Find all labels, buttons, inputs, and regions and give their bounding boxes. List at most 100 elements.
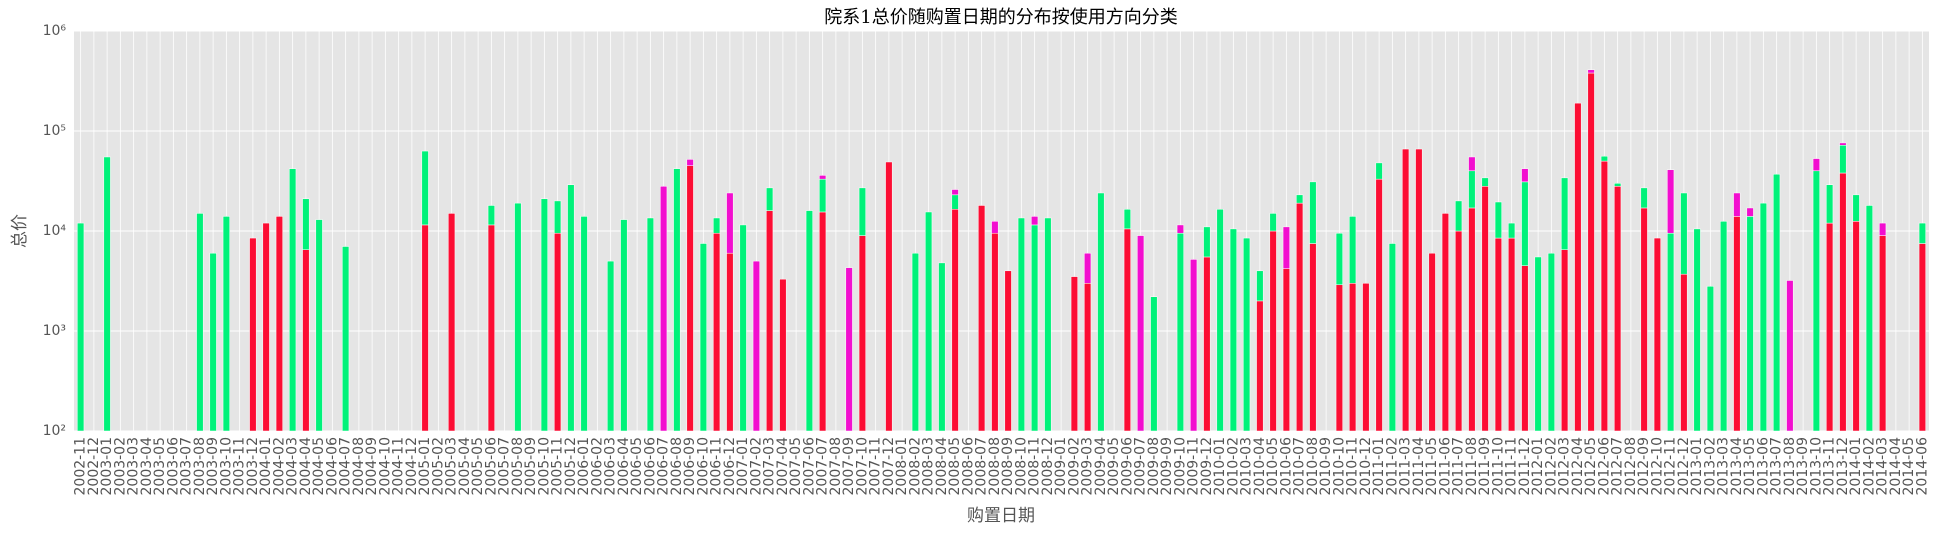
- bar-segment: [1746, 207, 1754, 217]
- x-tick-label: 2004-06: [324, 437, 340, 496]
- bar-segment: [289, 168, 297, 432]
- bar-segment: [1309, 181, 1317, 244]
- x-tick-label: 2007-06: [801, 437, 817, 496]
- x-tick-label: 2005-06: [483, 437, 499, 496]
- x-tick-label: 2003-07: [179, 437, 195, 496]
- bar-segment: [1428, 252, 1436, 432]
- x-tick-label: 2013-11: [1822, 437, 1838, 496]
- bar-segment: [991, 221, 999, 234]
- x-tick-label: 2003-08: [192, 437, 208, 496]
- bar-segment: [1879, 235, 1887, 432]
- bar-segment: [1680, 273, 1688, 432]
- bar-segment: [554, 200, 562, 234]
- bar-segment: [1693, 228, 1701, 432]
- x-tick-label: 2012-10: [1649, 437, 1665, 496]
- bar-segment: [1826, 184, 1834, 224]
- bar-segment: [1203, 226, 1211, 258]
- x-tick-label: 2004-04: [298, 437, 314, 496]
- bar-segment: [1733, 192, 1741, 217]
- bar-segment: [1309, 243, 1317, 432]
- x-tick-label: 2012-01: [1530, 437, 1546, 496]
- x-tick-label: 2008-09: [1000, 437, 1016, 496]
- bar-segment: [1494, 201, 1502, 239]
- bar-segment: [1587, 69, 1595, 74]
- bar-segment: [1481, 186, 1489, 432]
- x-tick-label: 2004-01: [258, 437, 274, 496]
- bar-segment: [1879, 222, 1887, 236]
- bar-segment: [766, 210, 774, 432]
- x-tick-label: 2005-10: [536, 437, 552, 496]
- x-tick-label: 2010-02: [1225, 437, 1241, 496]
- bar-segment: [567, 184, 575, 432]
- bar-segment: [1349, 283, 1357, 432]
- bar-segment: [1243, 237, 1251, 432]
- x-tick-label: 2010-11: [1345, 437, 1361, 496]
- bar-segment: [713, 232, 721, 432]
- x-tick-label: 2009-04: [1093, 437, 1109, 496]
- bar-segment: [1031, 216, 1039, 226]
- x-tick-label: 2011-04: [1411, 437, 1427, 496]
- bar-segment: [620, 219, 628, 432]
- bar-segment: [1269, 213, 1277, 232]
- x-tick-label: 2006-11: [709, 437, 725, 496]
- x-tick-label: 2012-03: [1557, 437, 1573, 496]
- bar-segment: [1561, 249, 1569, 432]
- bar-segment: [342, 246, 350, 432]
- bar-segment: [1441, 213, 1449, 432]
- x-tick-label: 2004-03: [285, 437, 301, 496]
- bar-segment: [1084, 283, 1092, 432]
- bar-segment: [1256, 300, 1264, 432]
- bar-segment: [580, 216, 588, 432]
- bar-segment: [1812, 170, 1820, 432]
- bar-segment: [1918, 243, 1926, 432]
- bar-segment: [554, 232, 562, 432]
- bar-segment: [739, 224, 747, 432]
- bar-segment: [421, 150, 429, 226]
- bar-segment: [1587, 72, 1595, 432]
- x-tick-label: 2013-04: [1729, 437, 1745, 496]
- bar-segment: [514, 202, 522, 432]
- x-tick-label: 2006-10: [695, 437, 711, 496]
- x-tick-label: 2007-05: [788, 437, 804, 496]
- bar-segment: [1534, 256, 1542, 432]
- x-tick-label: 2006-01: [576, 437, 592, 496]
- bar-segment: [1203, 256, 1211, 432]
- x-tick-label: 2010-10: [1331, 437, 1347, 496]
- x-tick-label: 2006-02: [589, 437, 605, 496]
- x-tick-label: 2010-08: [1305, 437, 1321, 496]
- bar-segment: [1508, 237, 1516, 432]
- bar-segment: [1706, 286, 1714, 432]
- x-tick-label: 2013-06: [1755, 437, 1771, 496]
- x-tick-label: 2009-01: [1053, 437, 1069, 496]
- x-tick-label: 2006-03: [603, 437, 619, 496]
- x-tick-label: 2003-12: [245, 437, 261, 496]
- bar-segment: [448, 213, 456, 432]
- bar-segment: [1123, 228, 1131, 432]
- bar-segment: [951, 194, 959, 210]
- bar-segment: [1680, 192, 1688, 275]
- bar-segment: [262, 222, 270, 432]
- bar-segment: [1415, 148, 1423, 432]
- x-tick-label: 2008-03: [921, 437, 937, 496]
- x-tick-label: 2007-04: [775, 437, 791, 496]
- x-tick-label: 2012-06: [1596, 437, 1612, 496]
- x-tick-label: 2011-01: [1371, 437, 1387, 496]
- x-tick-label: 2011-12: [1517, 437, 1533, 496]
- x-tick-label: 2008-02: [907, 437, 923, 496]
- bar-segment: [222, 216, 230, 432]
- x-tick-label: 2011-11: [1504, 437, 1520, 496]
- x-tick-label: 2009-05: [1106, 437, 1122, 496]
- x-tick-label: 2012-09: [1636, 437, 1652, 496]
- bar-segment: [1812, 158, 1820, 172]
- bar-segment: [1614, 183, 1622, 187]
- bar-segment: [1455, 230, 1463, 432]
- bar-segment: [752, 260, 760, 432]
- x-tick-label: 2013-08: [1782, 437, 1798, 496]
- bar-segment: [779, 278, 787, 432]
- x-tick-label: 2007-12: [881, 437, 897, 496]
- bar-segment: [699, 243, 707, 432]
- bar-segment: [1362, 283, 1370, 432]
- x-tick-label: 2004-05: [311, 437, 327, 496]
- x-tick-label: 2011-10: [1490, 437, 1506, 496]
